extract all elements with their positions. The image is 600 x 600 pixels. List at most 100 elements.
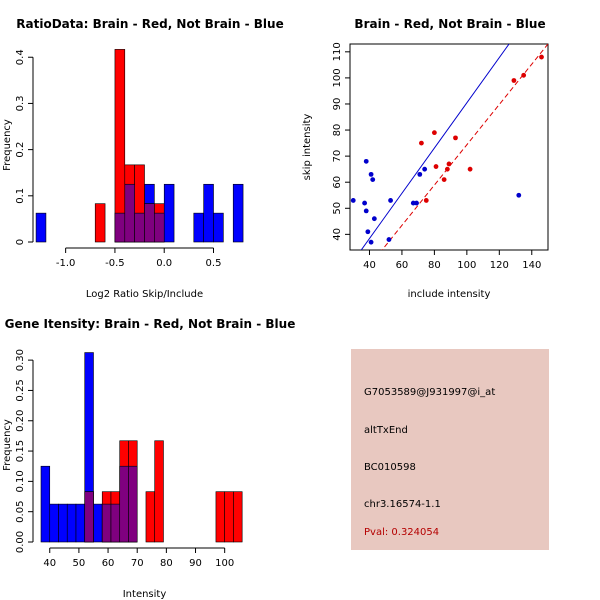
y-tick-label: 0.05 <box>15 501 26 523</box>
y-tick-label: 0.3 <box>15 95 26 111</box>
y-tick-label: 0.15 <box>15 440 26 462</box>
point-not-brain <box>368 171 374 177</box>
x-tick-label: 0.0 <box>156 258 172 269</box>
bar-not-brain <box>163 183 175 243</box>
y-axis-label: Frequency <box>2 119 13 171</box>
bar-overlap <box>119 465 129 543</box>
point-brain <box>539 54 544 60</box>
y-tick-label: 70 <box>332 150 343 163</box>
bar-brain <box>233 491 243 543</box>
x-tick-label: 100 <box>457 260 476 271</box>
p-value: Pval: 0.324054 <box>364 527 440 538</box>
bar-not-brain <box>232 183 244 243</box>
y-tick-label: 80 <box>332 124 343 137</box>
y-tick-label: 0.10 <box>15 470 26 492</box>
x-tick-label: 50 <box>73 558 86 569</box>
bar-overlap <box>84 491 94 543</box>
x-tick-label: 140 <box>522 260 541 271</box>
point-not-brain <box>386 237 392 242</box>
bar-not-brain <box>93 503 103 543</box>
point-not-brain <box>417 171 423 177</box>
bar-brain <box>224 491 234 543</box>
x-tick-label: 0.5 <box>206 258 222 269</box>
bar-brain <box>154 440 164 543</box>
point-not-brain <box>362 200 368 206</box>
y-tick-label: 0.2 <box>15 142 26 158</box>
event-type: altTxEnd <box>364 425 408 436</box>
y-tick-label: 0.00 <box>15 531 26 553</box>
x-axis-label: include intensity <box>408 289 491 300</box>
x-axis-label: Intensity <box>123 589 167 600</box>
bar-overlap <box>144 203 155 243</box>
x-tick-label: 120 <box>490 260 509 271</box>
x-tick-label: 80 <box>160 558 173 569</box>
bar-not-brain <box>40 465 51 543</box>
y-tick-label: 0.4 <box>15 49 26 65</box>
point-not-brain <box>422 166 428 172</box>
bar-overlap <box>154 212 165 243</box>
ratio-histogram: RatioData: Brain - Red, Not Brain - Blue… <box>2 17 284 300</box>
chart-title: RatioData: Brain - Red, Not Brain - Blue <box>16 17 283 31</box>
y-tick-label: 100 <box>332 68 343 87</box>
bar-not-brain <box>35 212 47 243</box>
y-tick-label: 0.20 <box>15 410 26 432</box>
bar-overlap <box>124 183 135 243</box>
y-tick-label: 40 <box>332 228 343 241</box>
y-tick-label: 60 <box>332 176 343 189</box>
point-brain <box>423 198 429 203</box>
point-not-brain <box>388 198 393 203</box>
y-tick-label: 0.25 <box>15 379 26 401</box>
bar-brain <box>215 491 225 543</box>
point-brain <box>441 177 447 182</box>
x-tick-label: 90 <box>189 558 202 569</box>
bar-not-brain <box>66 503 77 543</box>
point-not-brain <box>365 229 371 235</box>
x-tick-label: 40 <box>363 260 376 271</box>
chart-title: Gene Itensity: Brain - Red, Not Brain - … <box>5 317 296 331</box>
point-not-brain <box>363 208 369 214</box>
point-not-brain <box>414 200 419 206</box>
point-brain <box>431 130 437 136</box>
gene-intensity-histogram: Gene Itensity: Brain - Red, Not Brain - … <box>2 317 296 600</box>
y-tick-label: 50 <box>332 202 343 215</box>
y-tick-label: 110 <box>332 42 343 61</box>
x-tick-label: -1.0 <box>56 258 76 269</box>
y-tick-label: 0.30 <box>15 349 26 371</box>
y-tick-label: 0 <box>15 239 26 245</box>
x-tick-label: 40 <box>43 558 56 569</box>
bar-not-brain <box>49 503 59 543</box>
point-brain <box>467 166 473 172</box>
x-tick-label: 100 <box>215 558 234 569</box>
point-brain <box>444 166 450 172</box>
bar-overlap <box>114 212 126 243</box>
bar-overlap <box>110 503 121 543</box>
point-brain <box>433 164 439 169</box>
y-tick-label: 90 <box>332 98 343 111</box>
x-tick-label: 80 <box>428 260 441 271</box>
point-not-brain <box>371 216 377 222</box>
fit-line-not-brain <box>360 44 510 250</box>
bar-not-brain <box>75 503 86 543</box>
intensity-scatterplot: Brain - Red, Not Brain - Blue include int… <box>302 17 549 300</box>
bar-overlap <box>128 465 138 543</box>
genomic-location: chr3.16574-1.1 <box>364 499 441 510</box>
point-not-brain <box>363 158 369 164</box>
bar-overlap <box>134 212 145 243</box>
fit-line-brain <box>381 44 548 250</box>
y-axis-label: skip intensity <box>302 114 313 181</box>
point-not-brain <box>370 177 376 182</box>
point-brain <box>419 140 424 146</box>
info-panel: G7053589@J931997@i_at altTxEnd BC010598 … <box>351 349 549 550</box>
accession: BC010598 <box>364 462 416 473</box>
bar-not-brain <box>203 183 214 243</box>
point-brain <box>511 78 517 83</box>
point-brain <box>453 135 458 141</box>
point-not-brain <box>368 239 374 245</box>
x-tick-label: 70 <box>131 558 144 569</box>
x-tick-label: -0.5 <box>105 258 125 269</box>
chart-title: Brain - Red, Not Brain - Blue <box>354 17 545 31</box>
bar-not-brain <box>213 212 224 243</box>
y-axis-label: Frequency <box>2 419 13 471</box>
plot-frame <box>349 43 549 251</box>
